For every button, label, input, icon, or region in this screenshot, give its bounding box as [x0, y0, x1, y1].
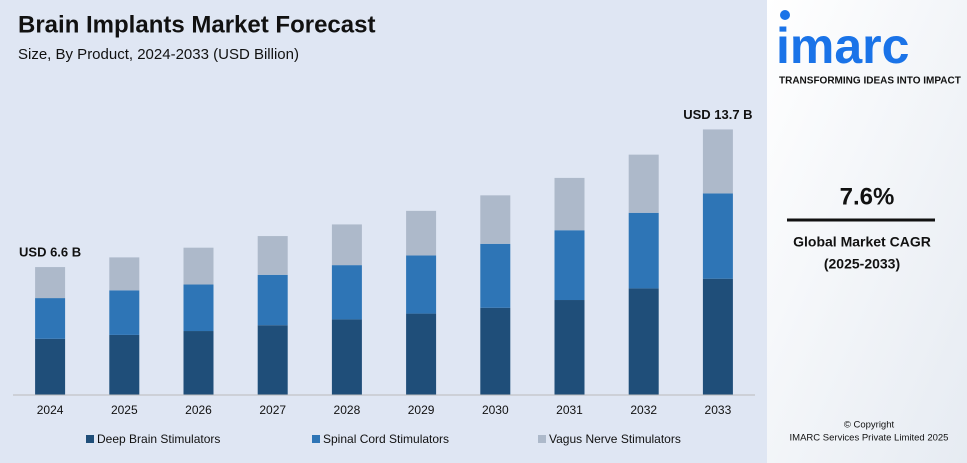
legend-swatch	[86, 435, 94, 443]
copyright: © Copyright	[844, 420, 895, 431]
tagline: TRANSFORMING IDEAS INTO IMPACT	[779, 76, 961, 87]
x-tick-label: 2024	[37, 403, 64, 417]
chart-subtitle: Size, By Product, 2024-2033 (USD Billion…	[18, 46, 299, 63]
bar-segment	[35, 298, 66, 339]
bar-segment	[480, 307, 511, 395]
legend-label: Deep Brain Stimulators	[97, 432, 220, 446]
bar-segment	[257, 325, 288, 395]
company: IMARC Services Private Limited 2025	[790, 433, 949, 444]
bar-segment	[554, 230, 585, 301]
bar-segment	[702, 193, 733, 279]
x-tick-label: 2033	[705, 403, 732, 417]
bar-segment	[109, 257, 140, 291]
legend-label: Spinal Cord Stimulators	[323, 432, 449, 446]
x-tick-label: 2032	[630, 403, 657, 417]
x-tick-label: 2031	[556, 403, 583, 417]
legend-swatch	[538, 435, 546, 443]
bar-segment	[628, 212, 659, 289]
x-tick-label: 2028	[334, 403, 361, 417]
bar-segment	[331, 265, 362, 320]
bar-segment	[257, 236, 288, 275]
bar-segment	[109, 334, 140, 395]
bar-segment	[406, 313, 437, 395]
cagr-label: Global Market CAGR	[793, 234, 931, 250]
cagr-value: 7.6%	[840, 183, 895, 210]
bar-segment	[702, 129, 733, 194]
legend-label: Vagus Nerve Stimulators	[549, 432, 681, 446]
x-tick-label: 2027	[259, 403, 286, 417]
bar-segment	[480, 243, 511, 308]
bar-segment	[35, 267, 66, 299]
bar-segment	[331, 224, 362, 266]
logo: imarc	[776, 18, 909, 74]
bar-segment	[628, 288, 659, 395]
bar-segment	[554, 300, 585, 395]
annotation: USD 6.6 B	[19, 245, 81, 260]
bar-segment	[406, 210, 437, 256]
logo-dot	[780, 10, 790, 20]
x-tick-label: 2026	[185, 403, 212, 417]
bar-segment	[183, 331, 214, 395]
bar-segment	[183, 247, 214, 285]
bar-segment	[406, 255, 437, 314]
bar-segment	[331, 319, 362, 395]
bar-segment	[35, 338, 66, 395]
bar-segment	[183, 284, 214, 332]
bar-segment	[109, 290, 140, 335]
sidebar-background	[767, 0, 967, 463]
bar-segment	[628, 154, 659, 213]
chart-title: Brain Implants Market Forecast	[18, 11, 375, 38]
legend-swatch	[312, 435, 320, 443]
bar-segment	[480, 195, 511, 244]
x-tick-label: 2029	[408, 403, 435, 417]
cagr-period: (2025-2033)	[824, 256, 900, 272]
annotation: USD 13.7 B	[683, 107, 752, 122]
x-tick-label: 2025	[111, 403, 138, 417]
x-tick-label: 2030	[482, 403, 509, 417]
bar-segment	[257, 274, 288, 326]
bar-segment	[702, 278, 733, 395]
bar-segment	[554, 177, 585, 231]
